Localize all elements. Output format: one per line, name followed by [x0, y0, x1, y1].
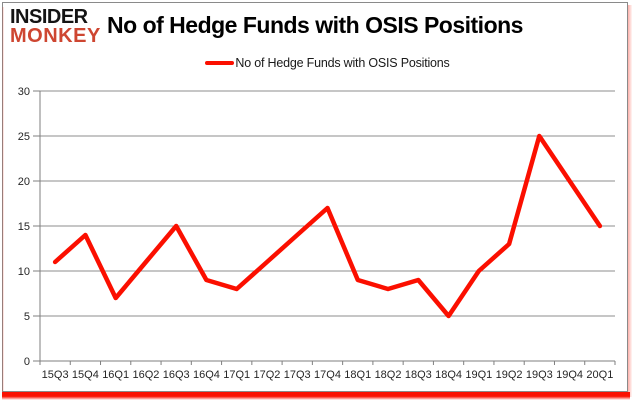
- x-tick-label: 16Q2: [132, 369, 159, 381]
- x-tick-label: 18Q2: [375, 369, 402, 381]
- y-tick-label: 20: [18, 176, 30, 188]
- data-line-hedge-funds: [52, 133, 603, 319]
- logo-text-insider: INSIDER: [10, 6, 88, 28]
- x-tick-label: 18Q3: [405, 369, 432, 381]
- y-tick-label: 15: [18, 221, 30, 233]
- x-tick-label: 15Q4: [72, 369, 99, 381]
- x-tick-label: 16Q3: [163, 369, 190, 381]
- x-tick-label: 17Q2: [254, 369, 281, 381]
- chart-panel: INSIDER MONKEY No of Hedge Funds with OS…: [2, 2, 632, 400]
- y-tick-label: 25: [18, 131, 30, 143]
- line-chart: 0 5 10 15 20 25 30 15Q3 15Q4 16Q1 16Q2 16Q3 16Q4 17Q1…: [18, 86, 616, 381]
- x-tick-label: 17Q4: [314, 369, 341, 381]
- x-tick-label: 18Q1: [344, 369, 371, 381]
- x-tick-label: 16Q1: [102, 369, 129, 381]
- chart-title: No of Hedge Funds with OSIS Positions: [107, 12, 523, 38]
- x-tick-label: 20Q1: [586, 369, 613, 381]
- logo-text-monkey: MONKEY: [10, 25, 101, 47]
- y-tick-label: 10: [18, 266, 30, 278]
- y-tick-label: 0: [24, 356, 30, 368]
- x-tick-label: 19Q1: [465, 369, 492, 381]
- x-tick-label: 17Q1: [223, 369, 250, 381]
- chart-legend: No of Hedge Funds with OSIS Positions: [40, 56, 615, 70]
- x-tick-label: 19Q2: [496, 369, 523, 381]
- y-tick-label: 5: [24, 311, 30, 323]
- insider-monkey-logo: INSIDER MONKEY: [10, 6, 101, 47]
- x-tick-label: 15Q3: [42, 369, 69, 381]
- x-tick-label: 17Q3: [284, 369, 311, 381]
- x-tick-label: 19Q4: [556, 369, 583, 381]
- legend-line-swatch: [205, 61, 235, 65]
- x-tick-label: 16Q4: [193, 369, 220, 381]
- x-tick-label: 19Q3: [526, 369, 553, 381]
- y-tick-label: 30: [18, 86, 30, 98]
- legend-label: No of Hedge Funds with OSIS Positions: [235, 56, 450, 70]
- x-tick-label: 18Q4: [435, 369, 462, 381]
- panel-left-shadow: [2, 7, 4, 395]
